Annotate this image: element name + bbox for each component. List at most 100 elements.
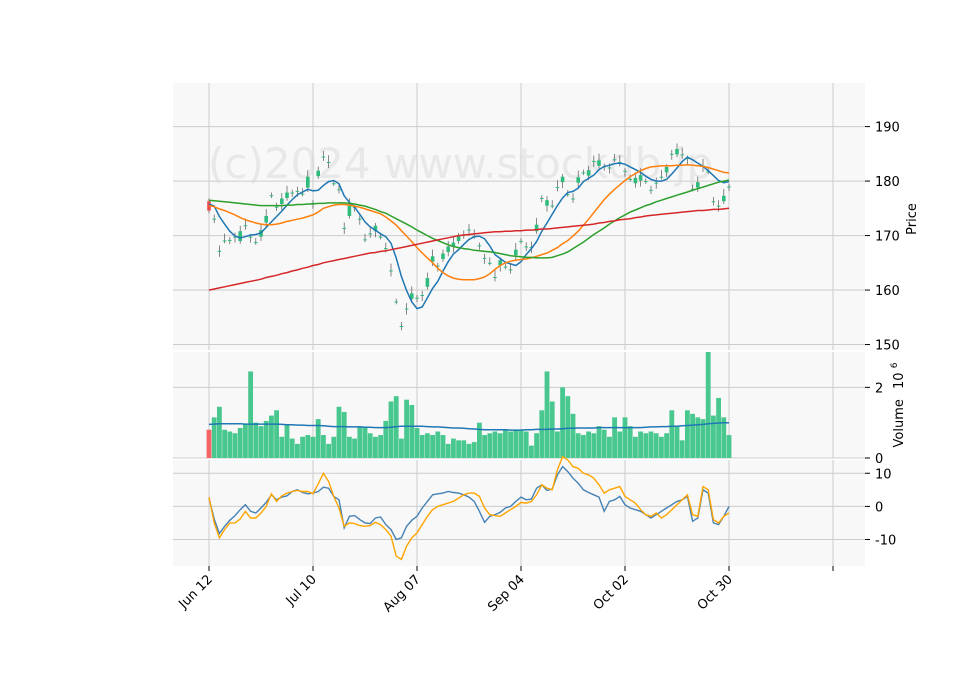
candle-body [680,154,684,156]
volume-bar [253,422,259,458]
volume-bar [331,436,337,458]
candle-body [685,158,690,160]
volume-bar [347,436,352,458]
candle-body [581,172,586,174]
oscillator-y-tick-label: 0 [875,500,883,515]
candle-body [285,192,289,198]
candle-body [498,260,502,266]
volume-bar [716,397,721,458]
candle-body [384,248,388,250]
volume-bar [206,429,212,458]
candle-body [560,176,565,183]
candle-body [477,245,482,247]
x-tick-label: Oct 02 [591,572,632,613]
candle-body [410,293,414,299]
candle-body [706,171,710,173]
candle-body [446,246,450,252]
price-y-tick-label: 170 [875,230,900,245]
volume-bar [523,431,529,458]
candle-body [690,188,695,190]
candle-body [326,162,331,164]
volume-bar [383,420,389,458]
moving-average-ma25 [208,163,730,281]
volume-bar [612,417,617,458]
volume-bar [357,426,363,458]
candle-body [633,177,638,184]
candle-body [659,176,664,178]
volume-bar [633,436,638,458]
volume-bar [690,413,695,458]
volume-bar [466,443,472,458]
candle-body [597,160,601,166]
candle-body [612,159,617,161]
candle-body [425,278,430,287]
volume-bar [430,435,435,458]
candle-body [488,262,492,264]
candle-body [264,215,268,223]
candle-body [664,166,669,173]
moving-average-ma5 [208,156,730,310]
volume-bar [659,436,664,458]
candle-body [623,170,627,172]
price-y-tick-label: 150 [875,339,900,354]
candle-body [274,206,279,208]
candle-body [456,235,461,242]
volume-bar [607,436,612,458]
volume-bar [414,427,420,458]
volume-bar [643,433,649,458]
watermark: (c)2024 www.stockdb.jp [208,139,713,188]
candle-body [467,229,471,231]
oscillator-2-line [208,455,730,561]
volume-bar [315,419,321,458]
volume-bar [477,422,482,458]
volume-bar [274,410,279,458]
volume-bar [243,424,248,458]
volume-bar [232,433,238,458]
volume-bar [627,426,633,458]
candle-body [716,205,721,207]
panel-backgrounds [173,83,865,566]
volume-bar [445,443,451,458]
volume-bar [492,431,498,458]
oscillator-y-tick-label: 10 [875,467,892,482]
volume-bar [664,433,669,458]
volume-bar [305,435,311,458]
volume-bar [284,424,290,458]
volume-bar [669,410,675,458]
candle-body [243,225,248,227]
candle-body [389,270,393,272]
volume-bar [409,405,415,458]
volume-bar [581,435,586,458]
volume-bar [321,435,326,458]
oscillator-panel [208,455,730,561]
candle-body [228,239,232,241]
volume-bar [440,435,446,458]
candle-body [248,236,253,238]
candle-body [451,242,456,247]
volume-bar [503,429,508,458]
candle-body [722,195,726,202]
candle-body [404,308,409,310]
volume-bar [419,435,425,458]
volume-bar [237,427,243,458]
candle-body [628,178,632,180]
volume-bar [555,431,560,458]
volume-bar [638,431,643,458]
volume-bar [534,433,539,458]
volume-bar [695,417,701,458]
volume-bar [518,429,524,458]
candle-body [555,187,560,189]
volume-bar [461,440,467,458]
price-axis-label: Price [905,203,920,235]
volume-bar [497,433,503,458]
volume-bar [388,401,394,458]
volume-bar [373,436,378,458]
candle-body [342,227,346,229]
volume-bar [513,429,519,458]
candle-body [269,195,274,197]
volume-bar [596,426,602,458]
price-y-tick-label: 180 [875,175,900,190]
volume-bar [295,443,300,458]
volume-bar [591,433,597,458]
x-tick-label: Sep 04 [485,572,528,615]
